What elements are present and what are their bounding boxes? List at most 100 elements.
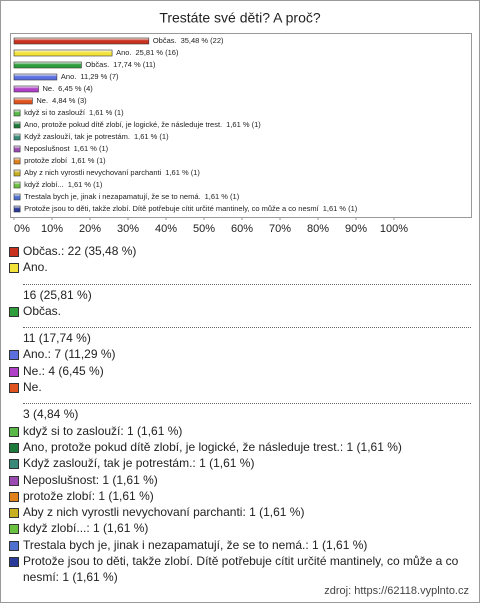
x-tick-label: 70%: [269, 223, 291, 235]
x-tick-label: 10%: [41, 223, 63, 235]
result-item: Občas. 11 (17,74 %): [9, 303, 471, 347]
source: zdroj: https://62118.vyplnto.cz: [324, 585, 469, 597]
category-label: Ano, protože pokud dítě zlobí, je logick…: [24, 120, 222, 129]
result-text: Protože jsou to děti, takže zlobí. Dítě …: [23, 553, 471, 586]
value-label: 17,74 % (11): [113, 60, 156, 69]
bar: [13, 109, 21, 117]
chart-title: Trestáte své děti? A proč?: [159, 10, 321, 26]
result-item: Občas.: 22 (35,48 %): [9, 243, 471, 259]
result-line: Ano, protože pokud dítě zlobí, je logick…: [23, 439, 402, 454]
color-key: [9, 459, 19, 470]
result-text: Občas. 11 (17,74 %): [23, 303, 471, 347]
bar-label: Ne. 4,84 % (3): [36, 96, 87, 105]
result-item: Ano. 16 (25,81 %): [9, 259, 471, 303]
color-key: [9, 263, 19, 274]
result-item: Aby z nich vyrostli nevychovaní parchant…: [9, 504, 471, 520]
bar: [13, 85, 39, 93]
separator: [23, 395, 471, 405]
result-line: Trestala bych je, jinak i nezapamatují, …: [23, 537, 368, 552]
color-key: [9, 442, 19, 453]
result-item: Když zaslouží, tak je potrestám.: 1 (1,6…: [9, 455, 471, 471]
result-line: protože zlobí: 1 (1,61 %): [23, 488, 154, 503]
bar: [13, 61, 82, 69]
x-tick-label: 0%: [14, 223, 30, 235]
result-line: 16 (25,81 %): [23, 287, 92, 302]
bar-label: protože zlobí 1,61 % (1): [24, 156, 106, 165]
bar-label: když zlobí... 1,61 % (1): [24, 180, 103, 189]
category-label: protože zlobí: [24, 156, 68, 165]
result-text: Ne. 3 (4,84 %): [23, 379, 471, 423]
x-tick-label: 30%: [117, 223, 139, 235]
bar: [13, 157, 21, 165]
value-label: 1,61 % (1): [205, 192, 240, 201]
value-label: 1,61 % (1): [226, 120, 261, 129]
result-item: Ne. 3 (4,84 %): [9, 379, 471, 423]
x-tick-label: 20%: [79, 223, 101, 235]
result-text: Ne.: 4 (6,45 %): [23, 363, 471, 379]
bar: [13, 205, 21, 213]
category-label: Když zaslouží, tak je potrestám.: [24, 132, 130, 141]
result-line: 3 (4,84 %): [23, 407, 79, 422]
bar-label: Když zaslouží, tak je potrestám. 1,61 % (…: [24, 132, 169, 141]
bar: [13, 133, 21, 141]
bar: [13, 97, 33, 105]
bar-label: když si to zaslouží 1,61 % (1): [24, 108, 124, 117]
result-item: Trestala bych je, jinak i nezapamatují, …: [9, 537, 471, 553]
result-line: Ano.: [23, 260, 48, 275]
category-label: Občas.: [153, 36, 177, 45]
color-key: [9, 383, 19, 394]
color-key: [9, 366, 19, 377]
result-text: Aby z nich vyrostli nevychovaní parchant…: [23, 504, 471, 520]
x-tick-label: 80%: [307, 223, 329, 235]
bar-label: Občas. 35,48 % (22): [153, 36, 224, 45]
value-label: 1,61 % (1): [71, 156, 106, 165]
bar: [13, 181, 21, 189]
color-key: [9, 540, 19, 551]
color-key: [9, 557, 19, 568]
bar-label: Neposlušnost 1,61 % (1): [24, 144, 109, 153]
bar-label: Ano. 11,29 % (7): [61, 72, 119, 81]
color-key: [9, 306, 19, 317]
bar-label: Občas. 17,74 % (11): [85, 60, 156, 69]
value-label: 35,48 % (22): [181, 36, 224, 45]
result-item: Ne.: 4 (6,45 %): [9, 363, 471, 379]
result-line: Občas.: [23, 303, 62, 318]
bar: [13, 145, 21, 153]
result-line: když zlobí...: 1 (1,61 %): [23, 521, 149, 536]
bar-label: Trestala bych je, jinak i nezapamatují, …: [24, 192, 240, 201]
result-line: Když zaslouží, tak je potrestám.: 1 (1,6…: [23, 456, 255, 471]
value-label: 1,61 % (1): [165, 168, 200, 177]
bar-label: Ano. 25,81 % (16): [116, 48, 179, 57]
chart: Trestáte své děti? A proč? 0% 10% 20% 30% 40…: [10, 10, 472, 235]
x-tick-label: 40%: [155, 223, 177, 235]
color-key: [9, 475, 19, 486]
result-text: Ano, protože pokud dítě zlobí, je logick…: [23, 439, 471, 455]
category-label: Ano.: [61, 72, 76, 81]
x-tick-label: 50%: [193, 223, 215, 235]
color-key: [9, 524, 19, 535]
result-text: Trestala bych je, jinak i nezapamatují, …: [23, 537, 471, 553]
category-label: Trestala bych je, jinak i nezapamatují, …: [24, 192, 200, 201]
value-label: 1,61 % (1): [323, 204, 358, 213]
value-label: 4,84 % (3): [52, 96, 87, 105]
result-text: Ano.: 7 (11,29 %): [23, 346, 471, 362]
result-line: 11 (17,74 %): [23, 331, 91, 346]
value-label: 1,61 % (1): [74, 144, 109, 153]
value-label: 25,81 % (16): [136, 48, 179, 57]
result-line: Ne.: 4 (6,45 %): [23, 363, 104, 378]
result-line: Aby z nich vyrostli nevychovaní parchant…: [23, 505, 305, 520]
color-key: [9, 491, 19, 502]
result-line: Ano.: 7 (11,29 %): [23, 347, 116, 362]
value-label: 1,61 % (1): [134, 132, 169, 141]
color-key: [9, 426, 19, 437]
result-line: Neposlušnost: 1 (1,61 %): [23, 472, 158, 487]
category-label: Ano.: [116, 48, 131, 57]
bar-label: Aby z nich vyrostli nevychovaní parchant…: [24, 168, 200, 177]
color-key: [9, 508, 19, 519]
result-text: protože zlobí: 1 (1,61 %): [23, 488, 471, 504]
result-text: když si to zaslouží: 1 (1,61 %): [23, 423, 471, 439]
result-item: když si to zaslouží: 1 (1,61 %): [9, 423, 471, 439]
x-tick-label: 100%: [380, 223, 408, 235]
bar: [13, 73, 58, 81]
bar-label: Protože jsou to děti, takže zlobí. Dítě …: [24, 204, 358, 213]
